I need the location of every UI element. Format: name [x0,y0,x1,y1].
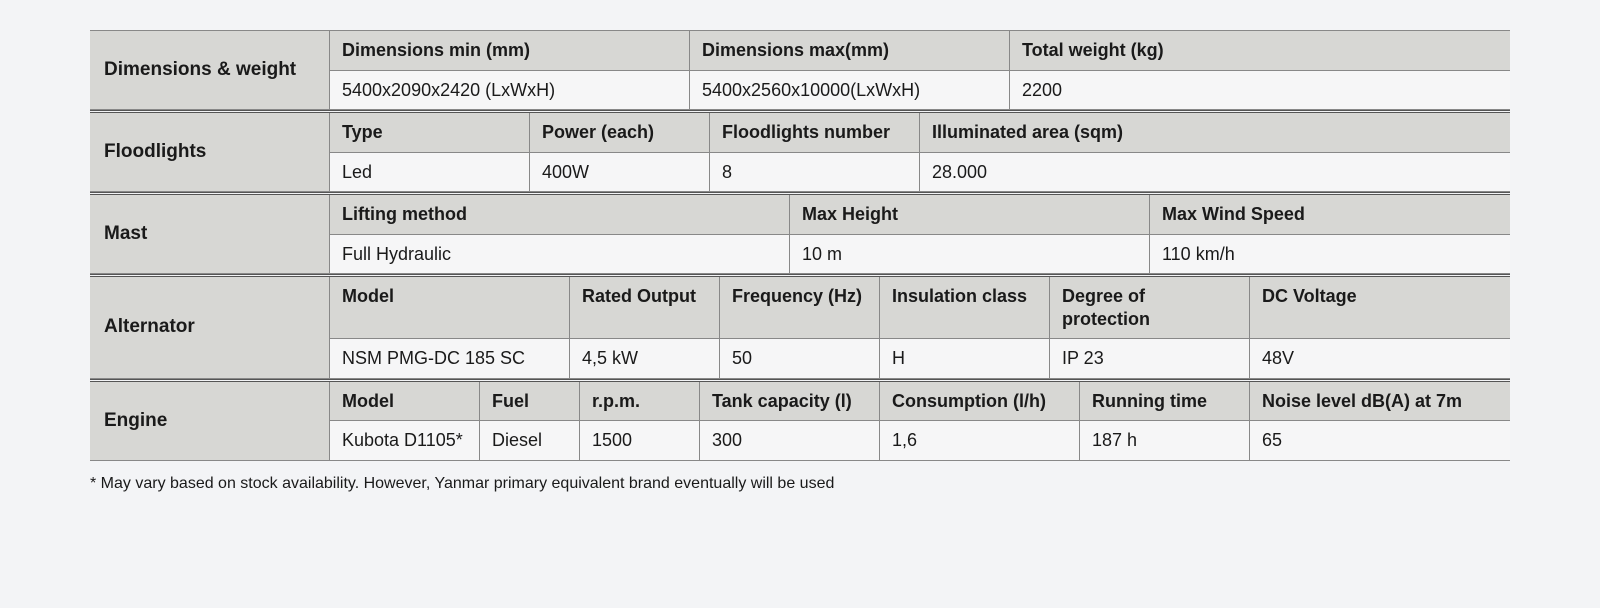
column-value: 110 km/h [1150,235,1510,274]
footnote: * May vary based on stock availability. … [90,475,1510,493]
column-header: Max Wind Speed [1150,195,1510,234]
spec-section: AlternatorModelRated OutputFrequency (Hz… [90,274,1510,379]
column-value: 48V [1250,339,1510,378]
column-value: 5400x2560x10000(LxWxH) [690,71,1010,110]
spec-table: Dimensions & weightDimensions min (mm)Di… [90,30,1510,461]
section-label: Dimensions & weight [90,31,330,109]
column-header: Power (each) [530,113,710,152]
column-header: Type [330,113,530,152]
section-label: Floodlights [90,113,330,191]
column-header: Floodlights number [710,113,920,152]
column-header: Rated Output [570,277,720,338]
column-header: r.p.m. [580,382,700,421]
column-value: H [880,339,1050,378]
section-label: Alternator [90,277,330,378]
column-value: IP 23 [1050,339,1250,378]
spec-section: EngineModelFuelr.p.m.Tank capacity (l)Co… [90,379,1510,461]
column-value: 4,5 kW [570,339,720,378]
column-header: Frequency (Hz) [720,277,880,338]
column-header: Consumption (l/h) [880,382,1080,421]
column-header: Fuel [480,382,580,421]
section-label: Mast [90,195,330,273]
spec-section: Dimensions & weightDimensions min (mm)Di… [90,30,1510,110]
column-value: Full Hydraulic [330,235,790,274]
column-value: 5400x2090x2420 (LxWxH) [330,71,690,110]
column-header: Dimensions max(mm) [690,31,1010,70]
column-header: Total weight (kg) [1010,31,1510,70]
column-value: Diesel [480,421,580,460]
column-value: Kubota D1105* [330,421,480,460]
column-header: Tank capacity (l) [700,382,880,421]
spec-section: FloodlightsTypePower (each)Floodlights n… [90,110,1510,192]
column-value: Led [330,153,530,192]
column-value: NSM PMG-DC 185 SC [330,339,570,378]
column-value: 1,6 [880,421,1080,460]
spec-section: MastLifting methodMax HeightMax Wind Spe… [90,192,1510,274]
column-value: 187 h [1080,421,1250,460]
column-header: Degree of protection [1050,277,1250,338]
column-header: Noise level dB(A) at 7m [1250,382,1510,421]
column-header: Model [330,382,480,421]
column-value: 65 [1250,421,1510,460]
column-value: 300 [700,421,880,460]
column-header: Running time [1080,382,1250,421]
column-header: Lifting method [330,195,790,234]
column-header: Dimensions min (mm) [330,31,690,70]
column-header: DC Voltage [1250,277,1510,338]
column-value: 2200 [1010,71,1510,110]
column-header: Model [330,277,570,338]
column-value: 8 [710,153,920,192]
column-value: 10 m [790,235,1150,274]
section-label: Engine [90,382,330,460]
column-header: Max Height [790,195,1150,234]
column-value: 50 [720,339,880,378]
column-value: 28.000 [920,153,1510,192]
column-value: 1500 [580,421,700,460]
column-value: 400W [530,153,710,192]
column-header: Illuminated area (sqm) [920,113,1510,152]
column-header: Insulation class [880,277,1050,338]
